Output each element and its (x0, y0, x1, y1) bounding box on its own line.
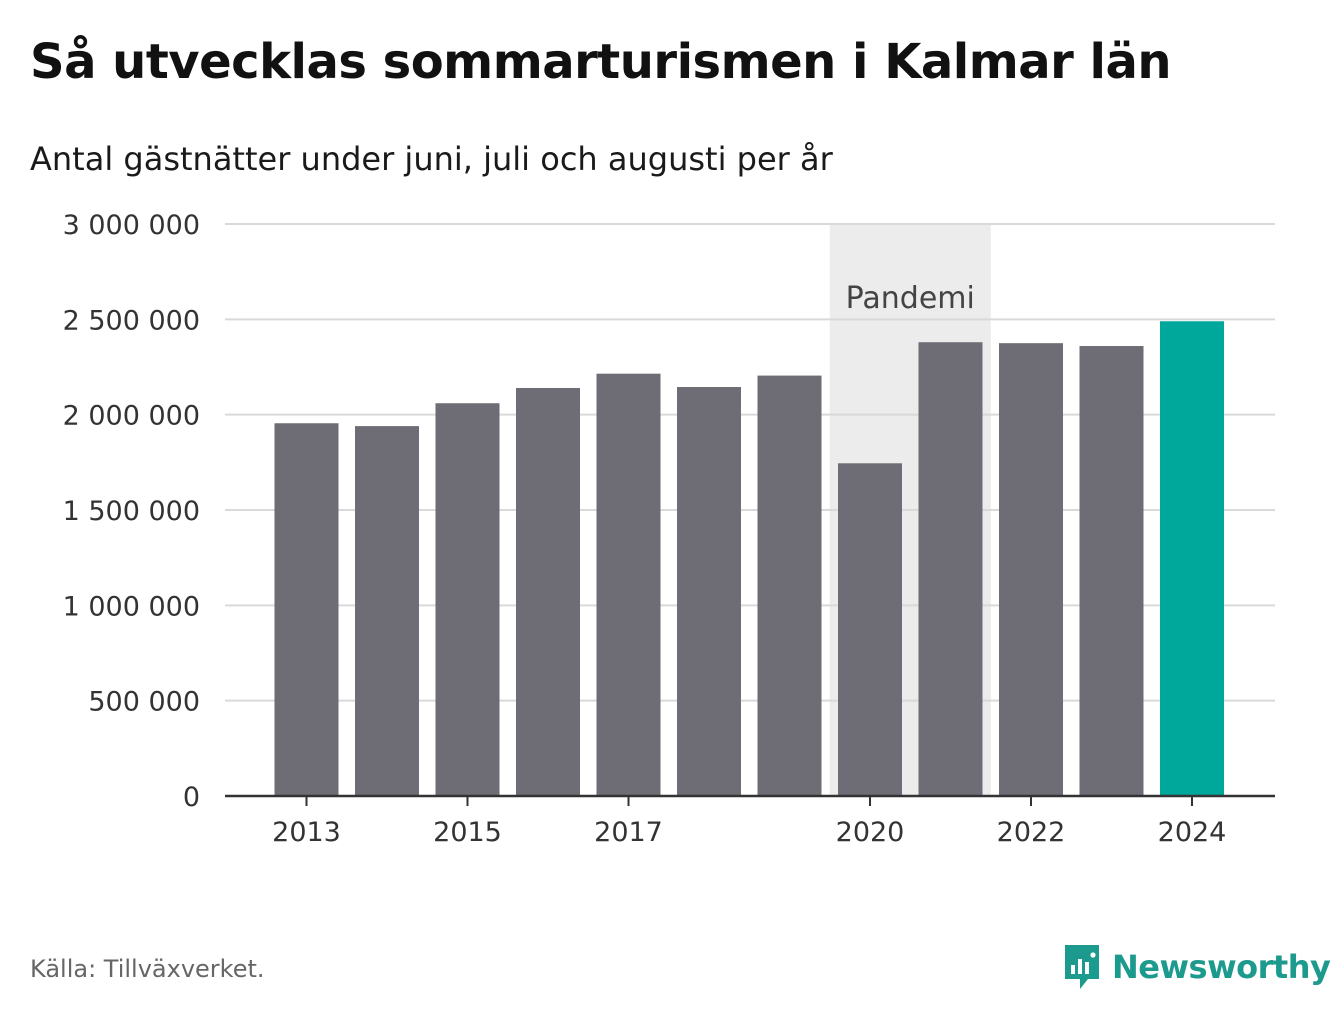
x-tick-label: 2013 (272, 817, 341, 848)
bar-2016 (516, 387, 580, 796)
bar-2024 (1160, 321, 1224, 796)
x-tick-label: 2015 (433, 817, 502, 848)
x-tick-label: 2020 (836, 817, 905, 848)
y-tick-label: 3 000 000 (63, 210, 200, 241)
chart-subtitle: Antal gästnätter under juni, juli och au… (30, 140, 833, 178)
x-tick-label: 2024 (1158, 817, 1227, 848)
newsworthy-logo: Newsworthy (1062, 942, 1331, 992)
brand-name: Newsworthy (1112, 948, 1331, 986)
x-tick-label: 2022 (997, 817, 1066, 848)
pandemic-label: Pandemi (846, 281, 975, 316)
bar-2017 (596, 373, 661, 796)
bar-2018 (677, 387, 741, 796)
newsworthy-logo-icon (1065, 945, 1099, 989)
bar-2014 (355, 426, 419, 796)
y-tick-label: 2 000 000 (63, 401, 200, 432)
bar-2020 (838, 463, 902, 796)
chart-title: Så utvecklas sommarturismen i Kalmar län (30, 34, 1172, 90)
bar-2019 (757, 375, 822, 796)
bar-chart: Pandemi 0 500 000 1 000 000 1 500 000 2 000 0… (63, 210, 1275, 848)
y-tick-label: 2 500 000 (63, 305, 200, 336)
x-tick-label: 2017 (594, 817, 663, 848)
source-note: Källa: Tillväxverket. (30, 955, 265, 983)
bar-2022 (999, 343, 1063, 796)
bar-2023 (1079, 346, 1144, 796)
bar-2015 (435, 403, 500, 796)
bar-2021 (918, 342, 983, 796)
bar-2013 (274, 423, 339, 796)
y-tick-label: 1 000 000 (63, 591, 200, 622)
y-tick-label: 1 500 000 (63, 496, 200, 527)
y-tick-label: 500 000 (88, 687, 200, 718)
y-tick-label: 0 (183, 782, 200, 813)
